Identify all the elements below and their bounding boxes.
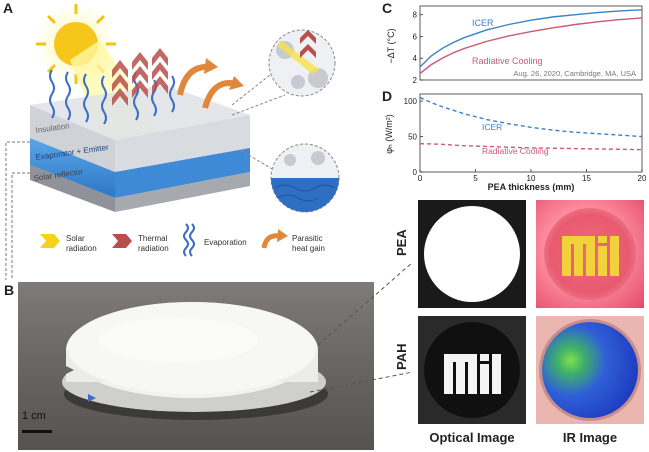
chart-c-legend-radiative: Radiative Cooling xyxy=(472,56,543,66)
panel-b-photo xyxy=(18,282,374,450)
legend-thermal-label: Thermal radiation xyxy=(138,234,169,253)
pah-ir-image xyxy=(536,316,644,424)
chart-c-annotation: Aug. 26, 2020, Cambridge, MA, USA xyxy=(513,69,636,78)
series-line-radiative-cooling xyxy=(419,142,643,151)
legend-thermal-icon xyxy=(112,234,132,248)
panel-a-to-b-leaders xyxy=(5,141,30,280)
x-tick-label: 20 xyxy=(638,174,647,183)
chart-c-ylabel: −ΔT (°C) xyxy=(386,28,396,63)
legend-solar-icon xyxy=(40,234,60,248)
x-tick-label: 15 xyxy=(582,174,591,183)
y-tick-label: 0 xyxy=(413,168,418,177)
x-tick-label: 0 xyxy=(418,174,423,183)
pea-optical-image xyxy=(418,200,526,308)
col-label-optical: Optical Image xyxy=(429,430,515,445)
chart-c: 2 4 6 8 −ΔT (°C) Aug. 26, 2020, Cambridge, … xyxy=(386,5,643,85)
thermal-radiation-arrows xyxy=(112,48,168,106)
chart-d-legend-icer: ICER xyxy=(482,122,502,132)
row-label-pah: PAH xyxy=(394,343,409,370)
mit-logo-optical xyxy=(444,354,501,394)
y-tick-label: 4 xyxy=(413,54,418,63)
scale-bar xyxy=(22,430,52,433)
chart-c-frame xyxy=(419,5,643,81)
y-tick-label: 50 xyxy=(408,133,417,142)
x-tick-label: 10 xyxy=(527,174,536,183)
pah-ir-disk xyxy=(542,322,638,418)
chart-d-frame xyxy=(419,93,643,173)
chart-d-legend-radiative: Radiative Cooling xyxy=(482,146,549,156)
panel-letter-a: A xyxy=(3,0,14,16)
pah-optical-image xyxy=(418,316,526,424)
y-tick-label: 2 xyxy=(413,76,418,85)
row-label-pea: PEA xyxy=(394,229,409,256)
legend-evaporation-icon xyxy=(183,223,195,257)
pea-ir-image xyxy=(536,200,644,308)
chart-d-ylabel: φₕ (W/m²) xyxy=(384,114,394,153)
mit-logo-ir xyxy=(562,236,619,276)
chart-d: 0 50 100 0 5 10 15 20 φₕ (W/m²) PEA thickness … xyxy=(384,93,647,192)
series-line-radiative-cooling xyxy=(419,17,643,75)
legend-parasitic-icon xyxy=(261,229,288,249)
x-tick-label: 5 xyxy=(473,174,478,183)
col-label-ir: IR Image xyxy=(562,430,618,445)
legend-evaporation-label: Evaporation xyxy=(204,238,247,247)
y-tick-label: 8 xyxy=(413,11,418,20)
y-tick-label: 100 xyxy=(404,97,418,106)
legend-solar-label: Solar radiation xyxy=(66,234,97,253)
zoom-circle-bottom xyxy=(270,143,340,213)
legend-parasitic-label: Parasitic heat gain xyxy=(292,234,325,253)
y-tick-label: 6 xyxy=(413,32,418,41)
pea-disk xyxy=(424,206,520,302)
pea-disk-photo xyxy=(62,302,328,420)
panel-letter-b: B xyxy=(4,282,15,298)
panel-a-illustration: Insulation Evaporator + Emitter Solar re… xyxy=(5,4,340,280)
series-line-icer xyxy=(419,9,643,68)
chart-d-xlabel: PEA thickness (mm) xyxy=(488,182,575,192)
panel-letter-d: D xyxy=(382,88,393,104)
chart-c-legend-icer: ICER xyxy=(472,18,494,28)
scale-bar-label: 1 cm xyxy=(22,410,46,422)
series-line-icer xyxy=(419,96,643,138)
zoom-circle-top xyxy=(268,29,336,97)
panel-letter-c: C xyxy=(382,0,393,16)
